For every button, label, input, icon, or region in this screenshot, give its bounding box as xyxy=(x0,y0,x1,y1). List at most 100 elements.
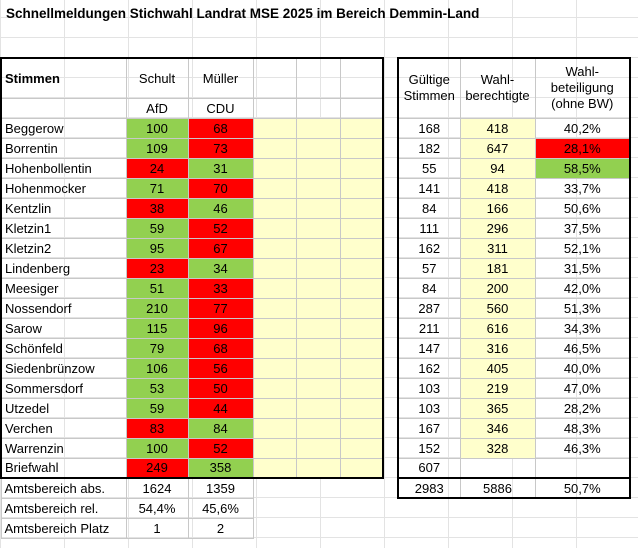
cell-berechtigt[interactable]: 200 xyxy=(459,277,536,299)
header-empty-1[interactable] xyxy=(252,57,297,99)
cell-empty[interactable] xyxy=(339,337,384,359)
cell-empty[interactable] xyxy=(252,297,297,319)
abs-label[interactable]: Amtsbereich abs. xyxy=(0,477,127,499)
rel-schult[interactable]: 54,4% xyxy=(125,497,189,519)
header-cand2[interactable]: Müller xyxy=(187,57,254,99)
cell-schult[interactable]: 95 xyxy=(125,237,189,259)
cell-gueltig[interactable]: 182 xyxy=(397,137,461,159)
cell-mueller[interactable]: 52 xyxy=(187,437,254,459)
cell-berechtigt[interactable]: 316 xyxy=(459,337,536,359)
cell-empty[interactable] xyxy=(252,117,297,139)
cell-empty[interactable] xyxy=(252,197,297,219)
cell-empty[interactable] xyxy=(252,157,297,179)
cell-empty[interactable] xyxy=(295,177,341,199)
cell-empty[interactable] xyxy=(295,197,341,219)
cell-schult[interactable]: 100 xyxy=(125,117,189,139)
cell-empty[interactable] xyxy=(295,337,341,359)
cell-name[interactable]: Sommersdorf xyxy=(0,377,127,399)
cell-mueller[interactable]: 70 xyxy=(187,177,254,199)
cell-name[interactable]: Nossendorf xyxy=(0,297,127,319)
cell-beteiligung[interactable]: 37,5% xyxy=(534,217,631,239)
cell-beteiligung[interactable]: 52,1% xyxy=(534,237,631,259)
cell-gueltig[interactable]: 111 xyxy=(397,217,461,239)
cell-gueltig[interactable]: 168 xyxy=(397,117,461,139)
cell-beteiligung[interactable]: 33,7% xyxy=(534,177,631,199)
header-cand1[interactable]: Schult xyxy=(125,57,189,99)
header-wahlberechtigte[interactable]: Wahl- berechtigte xyxy=(459,57,536,119)
cell-name[interactable]: Briefwahl xyxy=(0,457,127,479)
header-stimmen[interactable]: Stimmen xyxy=(0,57,127,99)
cell-gueltig[interactable]: 55 xyxy=(397,157,461,179)
cell-empty[interactable] xyxy=(339,177,384,199)
cell-empty[interactable] xyxy=(295,117,341,139)
cell-empty[interactable] xyxy=(252,457,297,479)
cell-empty[interactable] xyxy=(252,417,297,439)
cell-beteiligung[interactable]: 50,6% xyxy=(534,197,631,219)
cell-empty[interactable] xyxy=(252,137,297,159)
cell-gueltig[interactable]: 287 xyxy=(397,297,461,319)
cell-mueller[interactable]: 50 xyxy=(187,377,254,399)
cell-empty[interactable] xyxy=(295,437,341,459)
cell-gueltig[interactable]: 162 xyxy=(397,357,461,379)
cell-mueller[interactable]: 73 xyxy=(187,137,254,159)
cell-empty[interactable] xyxy=(252,177,297,199)
cell-berechtigt[interactable]: 418 xyxy=(459,177,536,199)
cell-gueltig[interactable]: 147 xyxy=(397,337,461,359)
cell-berechtigt[interactable]: 181 xyxy=(459,257,536,279)
header-party-empty-2[interactable] xyxy=(295,97,341,119)
cell-schult[interactable]: 59 xyxy=(125,217,189,239)
header-party1[interactable]: AfD xyxy=(125,97,189,119)
cell-name[interactable]: Lindenberg xyxy=(0,257,127,279)
cell-empty[interactable] xyxy=(339,437,384,459)
cell-empty[interactable] xyxy=(339,197,384,219)
cell-berechtigt[interactable]: 616 xyxy=(459,317,536,339)
cell-schult[interactable]: 51 xyxy=(125,277,189,299)
cell-empty[interactable] xyxy=(295,257,341,279)
abs-mueller[interactable]: 1359 xyxy=(187,477,254,499)
header-party-blank[interactable] xyxy=(0,97,127,119)
cell-name[interactable]: Verchen xyxy=(0,417,127,439)
cell-name[interactable]: Schönfeld xyxy=(0,337,127,359)
cell-name[interactable]: Kletzin1 xyxy=(0,217,127,239)
cell-beteiligung[interactable]: 34,3% xyxy=(534,317,631,339)
cell-empty[interactable] xyxy=(295,157,341,179)
cell-name[interactable]: Meesiger xyxy=(0,277,127,299)
rel-mueller[interactable]: 45,6% xyxy=(187,497,254,519)
cell-berechtigt[interactable]: 219 xyxy=(459,377,536,399)
cell-empty[interactable] xyxy=(252,437,297,459)
cell-beteiligung[interactable]: 28,2% xyxy=(534,397,631,419)
cell-schult[interactable]: 71 xyxy=(125,177,189,199)
cell-gueltig[interactable]: 141 xyxy=(397,177,461,199)
header-empty-2[interactable] xyxy=(295,57,341,99)
cell-gueltig[interactable]: 167 xyxy=(397,417,461,439)
cell-mueller[interactable]: 44 xyxy=(187,397,254,419)
cell-empty[interactable] xyxy=(339,457,384,479)
cell-mueller[interactable]: 84 xyxy=(187,417,254,439)
cell-mueller[interactable]: 68 xyxy=(187,117,254,139)
cell-gueltig[interactable]: 103 xyxy=(397,377,461,399)
cell-empty[interactable] xyxy=(252,397,297,419)
cell-schult[interactable]: 109 xyxy=(125,137,189,159)
header-gueltige[interactable]: Gültige Stimmen xyxy=(397,57,461,119)
cell-berechtigt[interactable]: 311 xyxy=(459,237,536,259)
header-wahlbeteiligung[interactable]: Wahl- beteiligung (ohne BW) xyxy=(534,57,631,119)
cell-berechtigt[interactable]: 94 xyxy=(459,157,536,179)
cell-schult[interactable]: 100 xyxy=(125,437,189,459)
cell-gueltig[interactable]: 84 xyxy=(397,197,461,219)
cell-mueller[interactable]: 52 xyxy=(187,217,254,239)
cell-beteiligung[interactable]: 42,0% xyxy=(534,277,631,299)
cell-empty[interactable] xyxy=(252,277,297,299)
abs-beteiligung[interactable]: 50,7% xyxy=(534,477,631,499)
cell-name[interactable]: Warrenzin xyxy=(0,437,127,459)
cell-beteiligung[interactable]: 28,1% xyxy=(534,137,631,159)
cell-mueller[interactable]: 34 xyxy=(187,257,254,279)
cell-name[interactable]: Beggerow xyxy=(0,117,127,139)
cell-empty[interactable] xyxy=(295,277,341,299)
abs-gueltig[interactable]: 2983 xyxy=(397,477,461,499)
cell-berechtigt[interactable]: 166 xyxy=(459,197,536,219)
cell-empty[interactable] xyxy=(295,457,341,479)
cell-empty[interactable] xyxy=(295,397,341,419)
cell-berechtigt[interactable]: 328 xyxy=(459,437,536,459)
cell-empty[interactable] xyxy=(339,137,384,159)
cell-berechtigt[interactable]: 418 xyxy=(459,117,536,139)
